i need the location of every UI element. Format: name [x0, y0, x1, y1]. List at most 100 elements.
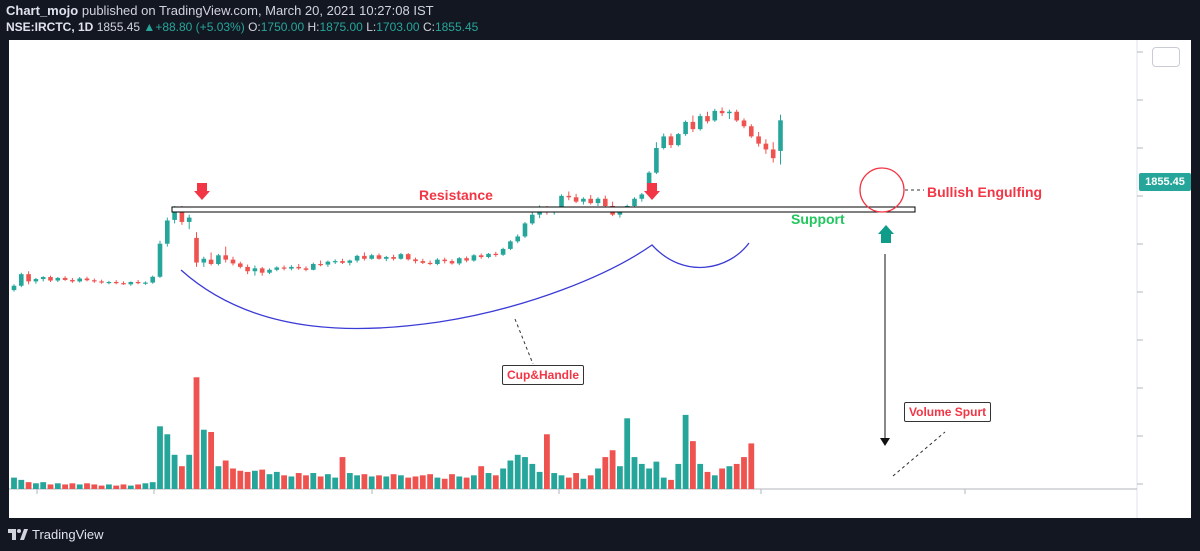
volume-bar — [500, 468, 506, 489]
candle-body — [508, 241, 513, 249]
candle — [420, 258, 426, 264]
candle — [405, 252, 411, 261]
author-name[interactable]: Chart_mojo — [6, 3, 79, 18]
chart-area[interactable]: Resistance Support Bullish Engulfing Cup… — [9, 40, 1191, 518]
tradingview-logo-icon[interactable] — [8, 526, 28, 542]
cup-pointer-line — [514, 318, 534, 365]
volume-bar — [62, 484, 68, 489]
volume-bar — [47, 484, 54, 489]
volume-bar — [638, 463, 645, 489]
candle — [712, 108, 718, 122]
volume-bar — [631, 457, 638, 489]
volume-bar — [441, 478, 448, 489]
volume-bar — [682, 414, 689, 489]
volume-bar — [325, 474, 331, 489]
volume-bar — [252, 470, 258, 489]
low-label: L: — [366, 20, 377, 34]
candle-body — [332, 261, 338, 263]
candle — [530, 211, 535, 225]
volume-bar — [595, 468, 601, 489]
candle-body — [398, 254, 404, 259]
volume-bar — [726, 466, 733, 489]
volume-bar — [544, 434, 550, 489]
tradingview-brand[interactable]: TradingView — [32, 527, 104, 542]
candle-body — [179, 208, 185, 222]
candle-body — [376, 255, 382, 259]
volume-bar — [376, 475, 382, 489]
candle-body — [763, 143, 769, 150]
candle-body — [19, 274, 24, 286]
volume-bar — [230, 468, 236, 489]
volume-bar — [419, 475, 426, 489]
volume-bar — [405, 477, 412, 489]
candle-body — [121, 283, 126, 285]
candle-body — [26, 274, 31, 282]
candle — [245, 264, 250, 275]
candle — [435, 258, 440, 266]
publish-info: Chart_mojo published on TradingView.com,… — [6, 3, 434, 18]
candle-body — [427, 262, 433, 265]
candle — [186, 214, 192, 230]
volume-bar — [602, 457, 609, 489]
candle — [369, 253, 374, 260]
footer: TradingView — [0, 518, 1200, 551]
close-value: 1855.45 — [434, 20, 479, 34]
candle — [581, 197, 586, 205]
candle — [705, 111, 710, 124]
candle — [267, 268, 272, 275]
chart-canvas[interactable] — [9, 40, 1191, 518]
candle-body — [194, 237, 199, 263]
support-label: Support — [791, 211, 845, 227]
last-price: 1855.45 — [96, 20, 141, 34]
volume-bar — [368, 476, 375, 489]
candle — [690, 115, 696, 133]
candle-body — [668, 136, 674, 146]
volume-bar — [208, 432, 214, 489]
candle — [741, 118, 747, 129]
volume-bar — [690, 441, 696, 489]
candle-body — [55, 277, 61, 281]
candle-body — [135, 281, 141, 284]
candle-body — [639, 194, 645, 199]
candle — [427, 260, 433, 266]
volume-bar — [514, 454, 521, 489]
candle — [464, 256, 469, 263]
candle — [676, 132, 681, 147]
volume-bar — [471, 475, 477, 489]
candle — [40, 276, 46, 282]
volume-bar — [317, 476, 324, 489]
candle-body — [48, 277, 53, 281]
candle-body — [741, 120, 747, 127]
volume-bar — [113, 485, 120, 489]
candle-body — [70, 279, 75, 282]
candle-body — [603, 198, 608, 206]
volume-bar — [76, 484, 83, 489]
symbol-label[interactable]: NSE:IRCTC, 1D — [6, 20, 94, 34]
candle-body — [486, 253, 491, 258]
volume-bar — [427, 474, 433, 489]
volume-bar — [273, 471, 280, 489]
volume-bar — [646, 468, 652, 489]
high-value: 1875.00 — [319, 20, 363, 34]
candle — [749, 124, 754, 138]
volume-bar — [84, 483, 90, 489]
candle-body — [405, 254, 411, 260]
candle — [252, 265, 258, 276]
volume-spurt-label: Volume Spurt — [904, 402, 992, 422]
chart-settings-button[interactable] — [1152, 47, 1180, 67]
candle-body — [749, 126, 754, 137]
candle-body — [515, 236, 520, 242]
candle-body — [274, 267, 280, 270]
candle-body — [778, 120, 783, 151]
volume-bar — [463, 477, 470, 489]
candle — [208, 252, 214, 266]
candle-body — [727, 111, 732, 114]
candle-body — [683, 121, 688, 135]
volume-bar — [288, 476, 295, 489]
volume-bar — [558, 475, 565, 489]
volume-bar — [624, 418, 631, 489]
candle — [778, 114, 783, 165]
volume-bar — [11, 477, 17, 489]
candle-body — [500, 248, 506, 255]
candle — [727, 109, 732, 119]
